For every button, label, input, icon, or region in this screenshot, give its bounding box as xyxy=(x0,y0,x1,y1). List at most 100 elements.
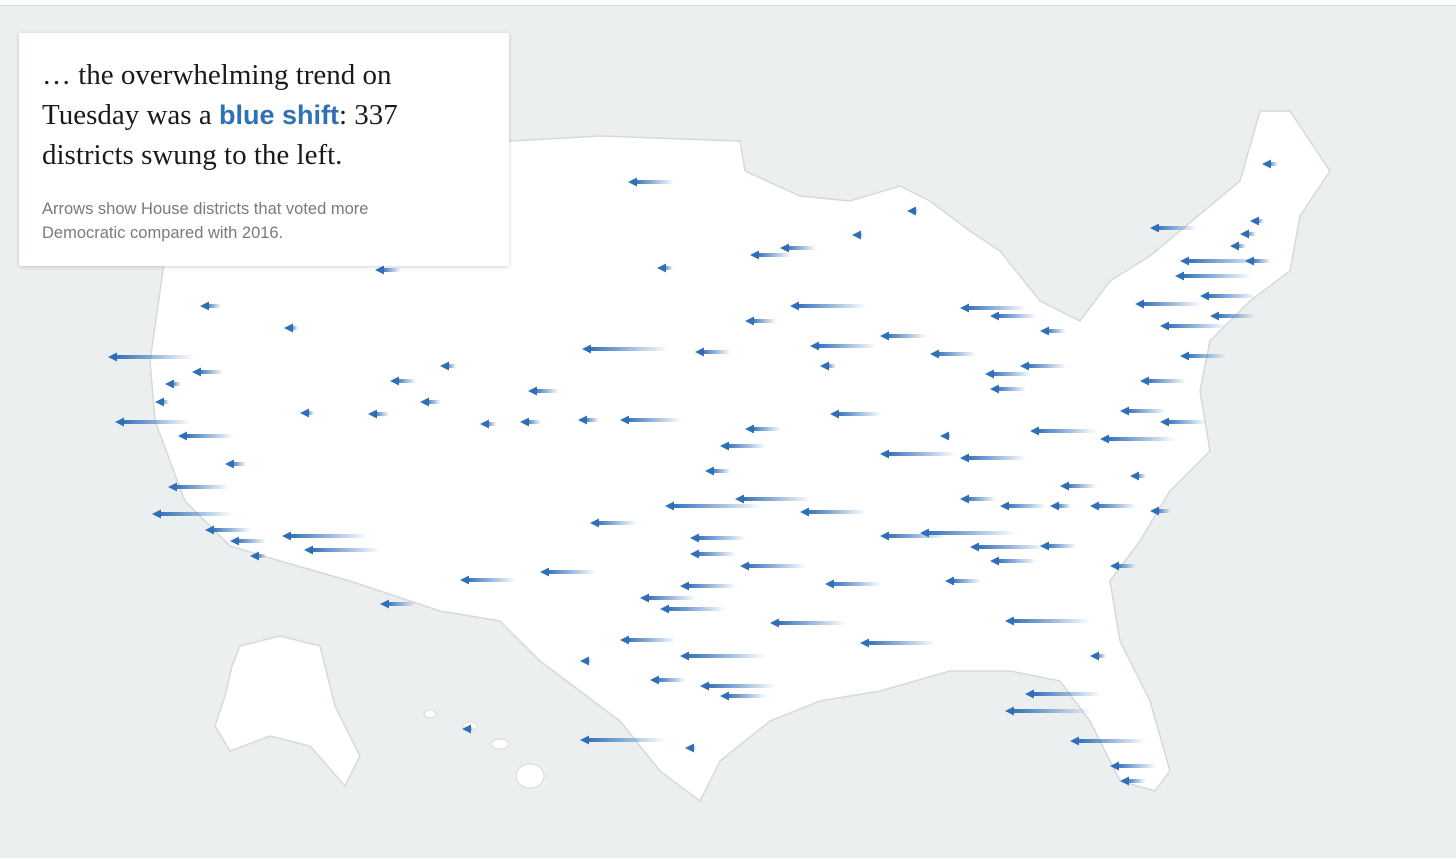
arrow-tail xyxy=(746,564,806,568)
arrow-tail xyxy=(236,539,266,543)
arrow-head xyxy=(540,567,549,577)
arrow-head xyxy=(1250,216,1259,226)
arrow-head xyxy=(582,344,591,354)
hawaii-outline xyxy=(423,709,545,789)
arrow-tail xyxy=(396,379,416,383)
arrow-tail xyxy=(1046,329,1066,333)
arrow-tail xyxy=(198,370,223,374)
arrow-head xyxy=(460,575,469,585)
arrow-head xyxy=(1175,271,1184,281)
arrow-head xyxy=(1245,256,1254,266)
arrow-head xyxy=(178,431,187,441)
arrow-tail xyxy=(726,444,766,448)
arrow-tail xyxy=(671,504,761,508)
arrow-head xyxy=(852,230,861,240)
arrow-head xyxy=(580,656,589,666)
arrow-tail xyxy=(161,400,169,404)
arrow-tail xyxy=(171,382,181,386)
arrow-tail xyxy=(1146,379,1186,383)
arrow-head xyxy=(695,347,704,357)
arrow-tail xyxy=(1166,324,1226,328)
arrow-head xyxy=(390,376,399,386)
arrow-tail xyxy=(206,304,221,308)
arrow-tail xyxy=(486,422,496,426)
arrow-head xyxy=(1262,159,1271,169)
arrow-tail xyxy=(1256,219,1264,223)
arrow-tail xyxy=(381,268,401,272)
arrow-tail xyxy=(656,678,686,682)
arrow-tail xyxy=(711,469,731,473)
arrow-head xyxy=(745,424,754,434)
arrow-tail xyxy=(184,434,234,438)
arrow-tail xyxy=(1156,226,1196,230)
arrow-tail xyxy=(1136,474,1146,478)
arrow-tail xyxy=(1056,504,1071,508)
arrow-tail xyxy=(1246,232,1256,236)
arrow-tail xyxy=(1181,274,1251,278)
arrow-head xyxy=(745,316,754,326)
arrow-head xyxy=(1110,561,1119,571)
arrow-head xyxy=(440,361,449,371)
arrow-head xyxy=(1020,361,1029,371)
arrow-tail xyxy=(1011,619,1091,623)
arrow-head xyxy=(960,494,969,504)
arrow-head xyxy=(1070,736,1079,746)
arrow-tail xyxy=(1011,709,1091,713)
arrow-tail xyxy=(1236,244,1246,248)
arrow-head xyxy=(520,417,529,427)
arrow-tail xyxy=(686,584,736,588)
arrow-head xyxy=(1060,481,1069,491)
arrow-tail xyxy=(1046,544,1076,548)
arrow-head xyxy=(1000,501,1009,511)
arrow-head xyxy=(830,409,839,419)
arrow-tail xyxy=(936,352,976,356)
arrow-head xyxy=(720,691,729,701)
arrow-tail xyxy=(996,387,1026,391)
arrow-head xyxy=(225,459,234,469)
arrow-head xyxy=(705,466,714,476)
arrow-tail xyxy=(290,326,298,330)
arrow-tail xyxy=(726,694,766,698)
arrow-head xyxy=(152,509,161,519)
arrow-head xyxy=(1160,417,1169,427)
arrow-head xyxy=(1135,299,1144,309)
headline: … the overwhelming trend on Tuesday was … xyxy=(42,55,486,175)
arrow-head xyxy=(990,311,999,321)
arrow-head xyxy=(620,635,629,645)
arrow-head xyxy=(1120,406,1129,416)
arrow-tail xyxy=(1096,654,1106,658)
arrow-tail xyxy=(596,521,636,525)
arrow-head xyxy=(1180,256,1189,266)
arrow-tail xyxy=(826,364,836,368)
arrow-head xyxy=(300,408,309,418)
arrow-head xyxy=(1030,426,1039,436)
arrow-head xyxy=(628,177,637,187)
arrow-tail xyxy=(966,306,1026,310)
arrow-head xyxy=(580,735,589,745)
arrow-head xyxy=(790,301,799,311)
arrow-tail xyxy=(588,347,668,351)
arrow-head xyxy=(1040,541,1049,551)
arrow-head xyxy=(960,303,969,313)
arrow-tail xyxy=(288,534,368,538)
arrow-tail xyxy=(966,456,1026,460)
arrow-head xyxy=(480,419,489,429)
arrow-head xyxy=(660,604,669,614)
headline-tail: : 337 districts swung to the left. xyxy=(42,99,398,171)
arrow-head xyxy=(1230,241,1239,251)
arrow-head xyxy=(960,453,969,463)
arrow-tail xyxy=(1006,504,1046,508)
arrow-head xyxy=(1160,321,1169,331)
arrow-tail xyxy=(1206,294,1256,298)
arrow-tail xyxy=(1116,764,1156,768)
arrow-head xyxy=(375,265,384,275)
arrow-tail xyxy=(756,253,791,257)
arrow-tail xyxy=(786,246,816,250)
arrow-head xyxy=(690,533,699,543)
arrow-head xyxy=(1180,351,1189,361)
arrow-head xyxy=(985,369,994,379)
arrow-tail xyxy=(306,411,314,415)
arrow-head xyxy=(205,525,214,535)
arrow-tail xyxy=(1096,504,1136,508)
